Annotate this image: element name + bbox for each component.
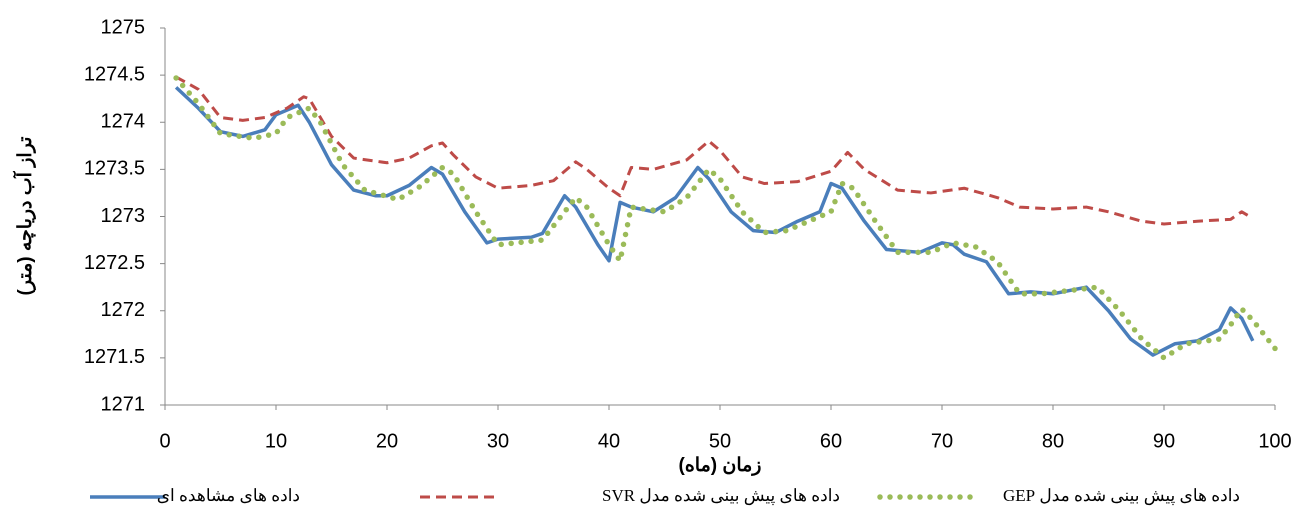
x-axis-label: زمان (ماه) (679, 455, 762, 476)
x-tick-label: 10 (265, 430, 287, 452)
x-tick-label: 100 (1258, 430, 1291, 452)
legend-label: داده های پیش بینی شده مدل SVR (602, 486, 840, 506)
y-axis-label: تراز آب دریاچه (متر) (12, 137, 36, 296)
x-tick-label: 50 (709, 430, 731, 452)
y-tick-label: 1274.5 (84, 63, 145, 85)
y-tick-label: 1271 (101, 393, 146, 415)
x-tick-label: 30 (487, 430, 509, 452)
x-tick-label: 0 (159, 430, 170, 452)
data-line (173, 75, 1278, 361)
x-tick-label: 90 (1153, 430, 1175, 452)
x-tick-label: 40 (598, 430, 620, 452)
x-tick-label: 80 (1042, 430, 1064, 452)
y-tick-label: 1271.5 (84, 346, 145, 368)
x-tick-label: 60 (820, 430, 842, 452)
y-tick-label: 1272 (101, 299, 146, 321)
legend-label: داده های مشاهده ای (157, 486, 300, 505)
x-tick-label: 70 (931, 430, 953, 452)
y-tick-label: 1273.5 (84, 158, 145, 180)
x-tick-label: 20 (376, 430, 398, 452)
data-line (175, 75, 1254, 226)
y-tick-label: 1273 (101, 205, 146, 227)
y-tick-label: 1272.5 (84, 252, 145, 274)
y-tick-label: 1274 (101, 111, 146, 133)
legend-label: داده های پیش بینی شده مدل GEP (1003, 486, 1240, 506)
y-tick-label: 1275 (101, 16, 146, 38)
data-line (174, 86, 1255, 357)
